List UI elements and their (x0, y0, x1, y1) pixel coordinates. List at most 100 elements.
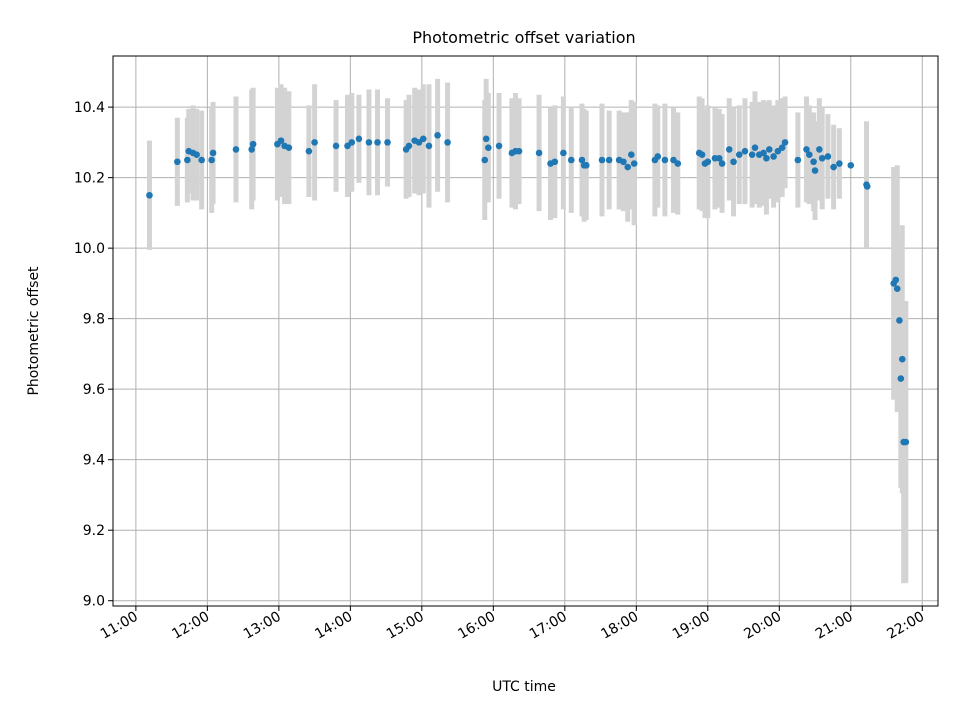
data-point (718, 160, 726, 167)
data-point (674, 160, 682, 167)
x-tick-label: 22:00 (884, 609, 927, 643)
data-point (384, 139, 391, 146)
data-point (311, 139, 318, 146)
y-tick-label: 9.4 (83, 453, 105, 469)
data-point (481, 156, 489, 164)
plot-frame (112, 55, 939, 607)
x-tick-label: 20:00 (741, 609, 784, 643)
x-axis-label: UTC time (492, 679, 556, 695)
data-point (824, 153, 832, 160)
data-point (551, 158, 559, 166)
data-point (715, 154, 723, 162)
chart-title: Photometric offset variation (412, 28, 635, 47)
x-axis-ticks: 11:00 12:00 13:00 14:00 15:00 16:00 17:00 18:00… (98, 606, 927, 643)
data-point (897, 375, 905, 382)
data-point (836, 160, 843, 167)
y-axis-ticks: 9.0 9.2 9.4 9.6 9.8 10.0 10.2 10.4 (74, 100, 113, 610)
x-tick-label: 17:00 (527, 609, 570, 643)
data-point (896, 317, 903, 324)
data-point (193, 151, 200, 159)
data-point (704, 158, 712, 166)
data-point (365, 139, 373, 146)
data-point (495, 142, 503, 150)
data-point (419, 135, 427, 143)
data-point (605, 156, 613, 164)
y-tick-label: 9.6 (83, 382, 105, 398)
x-tick-label: 11:00 (98, 609, 141, 643)
data-point (232, 146, 240, 153)
data-point (305, 147, 313, 155)
data-point (248, 146, 255, 153)
error-bars (146, 78, 909, 584)
grid-lines (113, 56, 938, 606)
data-point (735, 151, 743, 159)
data-point (332, 142, 340, 150)
x-tick-label: 19:00 (670, 609, 713, 643)
data-point (630, 160, 638, 167)
data-point (830, 163, 837, 171)
data-point (654, 153, 662, 160)
data-point (277, 137, 285, 144)
x-tick-label: 21:00 (813, 609, 856, 643)
data-point (624, 163, 632, 171)
x-tick-label: 13:00 (241, 609, 284, 643)
data-point (892, 276, 900, 284)
y-tick-label: 10.2 (74, 171, 105, 187)
data-point (285, 144, 293, 151)
y-tick-label: 9.2 (83, 523, 105, 539)
data-point (355, 135, 363, 143)
x-tick-label: 18:00 (598, 609, 641, 643)
data-point (765, 146, 773, 153)
data-point (781, 139, 789, 146)
data-point (698, 151, 706, 159)
data-point (806, 151, 813, 159)
data-point (567, 156, 575, 164)
data-point (578, 156, 586, 164)
x-tick-label: 14:00 (312, 609, 355, 643)
data-point (184, 156, 191, 164)
data-point (208, 156, 215, 164)
data-point (748, 151, 756, 159)
data-point (770, 153, 777, 160)
data-point (174, 158, 181, 166)
y-tick-label: 10.4 (74, 100, 105, 116)
data-point (405, 142, 413, 150)
data-point (582, 161, 590, 169)
data-point (249, 140, 257, 148)
data-point (741, 147, 749, 155)
data-point (560, 149, 567, 157)
data-point (898, 355, 906, 363)
data-points (146, 132, 910, 446)
data-point (778, 144, 786, 151)
data-point (816, 146, 823, 153)
data-point (810, 158, 817, 166)
data-point (893, 285, 901, 292)
data-point (198, 156, 205, 164)
data-point (730, 158, 737, 166)
x-tick-label: 12:00 (169, 609, 212, 643)
data-point (847, 161, 855, 169)
data-point (628, 151, 635, 159)
data-point (818, 154, 826, 162)
data-point (535, 149, 543, 157)
data-point (444, 139, 451, 146)
data-point (146, 191, 153, 199)
x-tick-label: 15:00 (384, 609, 427, 643)
data-point (803, 146, 810, 153)
data-point (811, 167, 819, 174)
x-tick-label: 16:00 (455, 609, 498, 643)
data-point (482, 135, 490, 143)
data-point (374, 139, 381, 146)
data-point (348, 139, 356, 146)
data-point (763, 154, 770, 162)
data-point (209, 149, 217, 157)
data-point (515, 147, 523, 155)
data-point (661, 156, 669, 164)
data-point (751, 144, 759, 151)
data-point (794, 156, 802, 164)
data-point (863, 183, 871, 190)
data-point (620, 158, 627, 166)
data-point (598, 156, 606, 164)
data-point (485, 144, 492, 151)
